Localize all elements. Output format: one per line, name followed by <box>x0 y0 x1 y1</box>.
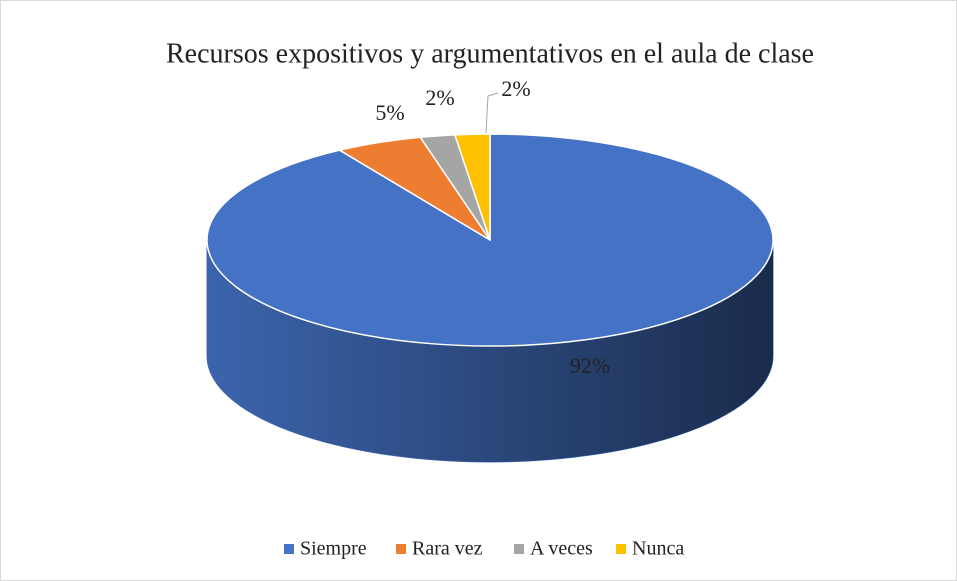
legend-swatch <box>284 544 294 554</box>
leader-line <box>485 92 499 134</box>
data-label: 2% <box>425 85 454 110</box>
legend-label: Rara vez <box>412 538 483 560</box>
legend-swatch <box>396 544 406 554</box>
legend-label: Siempre <box>300 538 367 560</box>
data-label: 5% <box>375 100 404 125</box>
pie-side-shade <box>207 240 773 462</box>
data-label: 92% <box>570 353 610 378</box>
pie-slice <box>454 133 491 241</box>
chart-title: Recursos expositivos y argumentativos en… <box>166 38 814 69</box>
legend-swatch <box>514 544 524 554</box>
pie: 92% 5% 2% 2% <box>206 76 774 463</box>
legend: Siempre Rara vez A veces Nunca <box>284 538 684 560</box>
legend-label: A veces <box>530 538 593 560</box>
legend-label: Nunca <box>632 538 684 560</box>
data-label: 2% <box>501 76 530 101</box>
legend-swatch <box>616 544 626 554</box>
